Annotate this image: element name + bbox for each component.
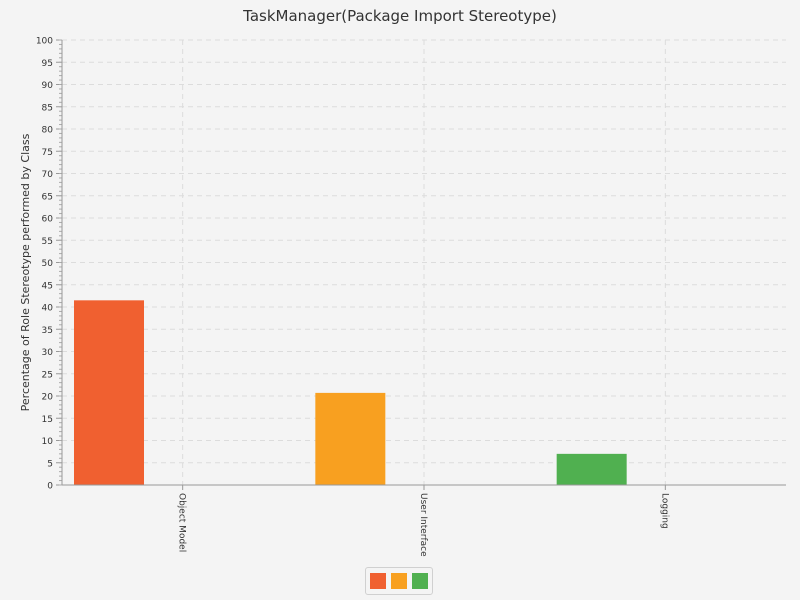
y-tick-label: 25 [42, 370, 53, 380]
x-tick-label: Logging [659, 493, 669, 529]
y-tick-label: 35 [42, 326, 53, 336]
y-tick-label: 60 [42, 215, 54, 225]
y-tick-label: 0 [47, 482, 53, 492]
bar-logging [556, 453, 627, 485]
bar-object-model [74, 300, 144, 485]
y-axis-label: Percentage of Role Stereotype performed … [19, 133, 32, 411]
y-tick-label: 95 [42, 59, 53, 69]
x-tick-label: User Interface [418, 493, 428, 557]
y-tick-label: 10 [42, 437, 54, 447]
chart-title: TaskManager(Package Import Stereotype) [243, 7, 557, 25]
y-tick-label: 15 [42, 415, 53, 425]
x-tick-label: Object Model [177, 493, 187, 552]
legend-swatch-2 [412, 573, 428, 589]
legend-swatch-1 [391, 573, 407, 589]
y-tick-label: 30 [42, 348, 54, 358]
y-tick-label: 50 [42, 259, 54, 269]
y-tick-label: 100 [36, 37, 53, 47]
y-tick-label: 65 [42, 192, 53, 202]
y-tick-label: 40 [42, 304, 54, 314]
y-tick-label: 45 [42, 281, 53, 291]
y-tick-label: 5 [47, 459, 53, 469]
y-tick-label: 90 [42, 81, 54, 91]
y-tick-label: 55 [42, 237, 53, 247]
bar-user-interface [315, 392, 386, 485]
legend-swatch-0 [370, 573, 386, 589]
y-tick-label: 20 [42, 393, 54, 403]
y-tick-label: 80 [42, 126, 54, 136]
legend [365, 567, 433, 595]
y-tick-label: 70 [42, 170, 54, 180]
y-tick-label: 85 [42, 103, 53, 113]
y-tick-label: 75 [42, 148, 53, 158]
